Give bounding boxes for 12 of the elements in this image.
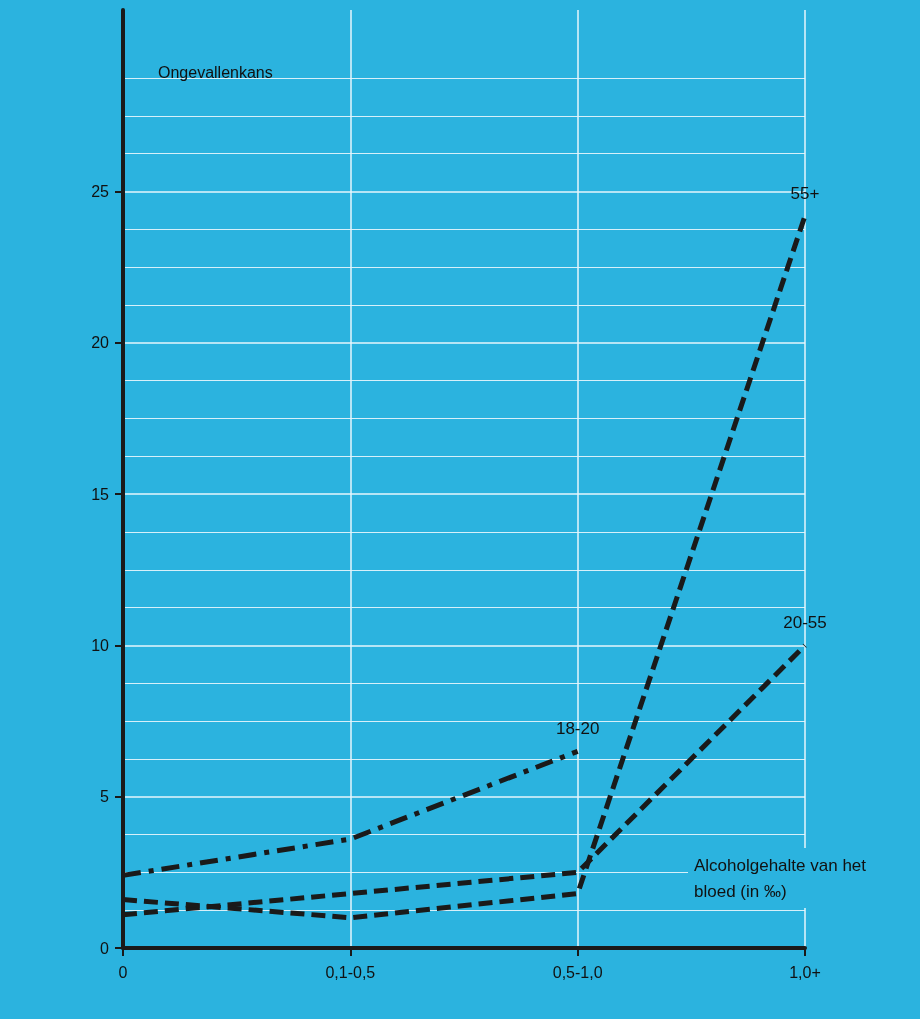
y-tick-label: 0 [100, 939, 110, 957]
x-tick-label: 0,1-0,5 [325, 963, 376, 981]
y-tick-label: 20 [91, 334, 110, 352]
x-tick-label: 0 [118, 963, 128, 981]
x-tick-label: 1,0+ [789, 963, 821, 981]
y-tick-label: 10 [91, 636, 110, 654]
y-axis-title: Ongevallenkans [158, 63, 273, 81]
y-tick-label: 15 [91, 485, 110, 503]
x-tick-label: 0,5-1,0 [552, 963, 603, 981]
x-axis-title: Alcoholgehalte van het bloed (in ‰) [694, 855, 871, 901]
y-tick-label: 5 [100, 788, 110, 806]
y-tick-label: 25 [91, 183, 110, 201]
